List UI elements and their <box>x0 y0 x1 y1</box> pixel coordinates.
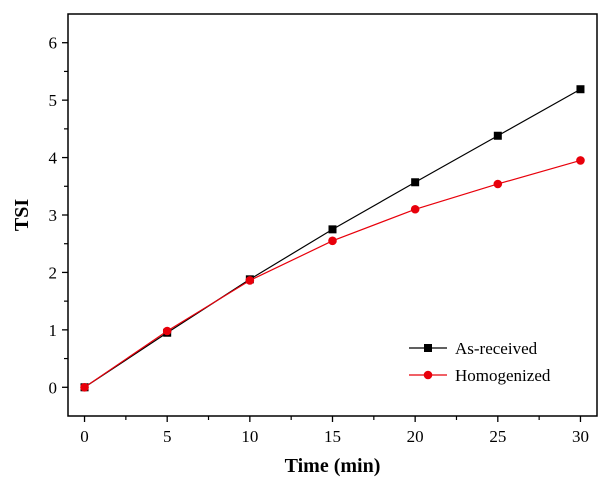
y-tick-label: 4 <box>49 149 58 168</box>
data-point-homogenized <box>493 179 503 189</box>
y-tick-label: 3 <box>49 206 58 225</box>
legend-label-homogenized: Homogenized <box>455 366 551 385</box>
y-tick-label: 2 <box>49 263 58 282</box>
legend-label-as-received: As-received <box>455 339 538 358</box>
data-point-homogenized <box>80 382 89 392</box>
legend-marker-homogenized <box>423 370 433 380</box>
legend: As-received Homogenized <box>409 339 551 385</box>
y-tick-label: 5 <box>49 91 58 110</box>
y-tick-label: 6 <box>49 34 58 53</box>
y-axis-title: TSI <box>11 199 33 231</box>
data-point-as-received <box>411 178 420 187</box>
x-tick-label: 20 <box>407 427 424 446</box>
data-point-as-received <box>493 131 502 140</box>
data-point-as-received <box>576 85 585 94</box>
x-axis-title: Time (min) <box>285 455 381 477</box>
series-homogenized <box>80 156 585 392</box>
legend-marker-as-received <box>424 344 432 352</box>
data-point-homogenized <box>162 326 172 336</box>
data-point-homogenized <box>410 204 420 214</box>
x-tick-label: 5 <box>163 427 172 446</box>
x-tick-label: 25 <box>489 427 506 446</box>
axes: 0 5 10 15 20 25 30 0 1 2 3 4 5 6 <box>49 13 598 446</box>
series-layer <box>80 85 585 392</box>
x-tick-label: 10 <box>241 427 258 446</box>
data-point-homogenized <box>328 236 337 246</box>
y-tick-label: 0 <box>49 378 58 397</box>
data-point-homogenized <box>245 276 255 285</box>
x-tick-label: 0 <box>80 427 89 446</box>
x-tick-label: 15 <box>324 427 341 446</box>
y-tick-label: 1 <box>49 321 58 340</box>
x-tick-label: 30 <box>572 427 589 446</box>
data-point-as-received <box>328 225 337 234</box>
data-point-homogenized <box>576 156 585 165</box>
